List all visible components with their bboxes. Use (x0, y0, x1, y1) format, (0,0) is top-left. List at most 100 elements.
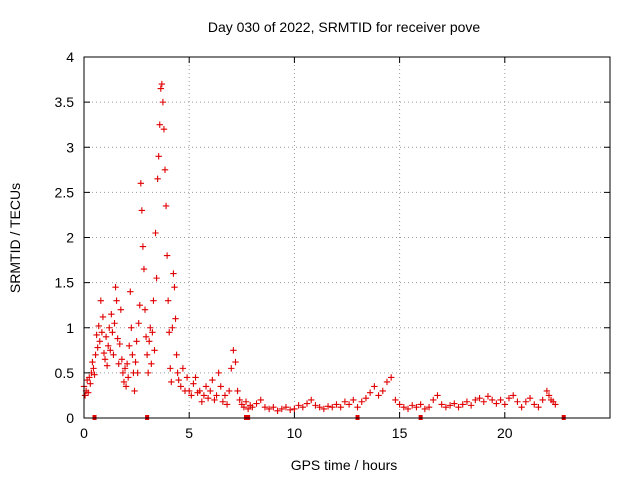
data-point-179 (476, 394, 483, 402)
data-point-171 (442, 403, 450, 411)
data-point-192 (531, 401, 538, 408)
data-point-97 (190, 380, 197, 387)
y-tick-label-1: 0.5 (55, 365, 75, 381)
data-point-26 (108, 311, 115, 318)
data-point-67 (151, 347, 158, 354)
data-point-131 (274, 407, 281, 414)
data-point-108 (213, 392, 220, 399)
data-point-199 (552, 401, 559, 408)
data-point-107 (211, 396, 218, 404)
data-point-152 (362, 394, 370, 402)
data-point-13 (94, 344, 101, 351)
data-point-62 (146, 338, 153, 345)
data-point-63 (147, 324, 154, 331)
data-point-188 (514, 398, 521, 405)
y-tick-label-5: 2.5 (55, 184, 75, 200)
data-point-41 (123, 360, 131, 368)
data-point-185 (501, 401, 508, 408)
data-point-22 (103, 362, 111, 369)
data-point-37 (119, 369, 127, 377)
data-point-48 (131, 387, 138, 395)
data-point-10 (91, 371, 98, 378)
data-point-103 (202, 383, 210, 390)
data-point-5 (86, 374, 93, 381)
data-point-89 (174, 369, 181, 377)
data-point-161 (400, 403, 408, 411)
data-point-184 (497, 396, 504, 404)
data-point-143 (324, 403, 332, 410)
data-point-195 (543, 387, 551, 395)
data-point-57 (140, 265, 148, 273)
data-point-56 (139, 243, 147, 250)
data-point-160 (396, 401, 403, 408)
data-point-84 (169, 324, 176, 331)
data-point-182 (488, 396, 496, 404)
data-point-159 (392, 396, 399, 404)
data-point-166 (421, 405, 429, 413)
data-point-110 (217, 383, 224, 390)
data-point-32 (114, 335, 121, 342)
data-point-83 (168, 378, 175, 386)
data-point-45 (128, 324, 135, 331)
data-point-134 (286, 406, 294, 414)
data-point-39 (121, 365, 129, 372)
data-point-173 (451, 400, 458, 407)
data-point-151 (358, 398, 365, 405)
data-point-114 (225, 387, 233, 395)
data-point-49 (132, 358, 139, 366)
data-point-60 (143, 351, 151, 359)
data-point-77 (161, 166, 169, 174)
data-point-181 (484, 393, 492, 400)
data-point-78 (162, 202, 170, 210)
data-point-117 (232, 358, 239, 366)
data-point-118 (234, 387, 241, 395)
data-point-68 (152, 229, 159, 237)
data-point-46 (129, 351, 136, 359)
data-point-98 (192, 374, 199, 381)
data-point-123 (244, 405, 252, 413)
data-point-147 (341, 398, 349, 405)
data-point-20 (101, 356, 109, 363)
data-point-112 (221, 392, 229, 399)
data-point-21 (102, 333, 110, 340)
data-point-153 (366, 389, 374, 396)
y-tick-label-3: 1.5 (55, 275, 75, 291)
data-point-155 (375, 392, 382, 399)
data-point-35 (117, 306, 125, 313)
data-point-122 (242, 398, 250, 405)
data-point-167 (425, 403, 433, 411)
data-point-34 (116, 340, 123, 348)
data-points (80, 80, 559, 414)
data-point-96 (188, 392, 195, 399)
y-axis-ticks: 0 0.5 1 1.5 2 2.5 3 3.5 4 (55, 49, 610, 426)
data-point-126 (253, 400, 260, 407)
x-tick-label-2: 10 (287, 425, 303, 441)
data-point-6 (87, 380, 94, 387)
data-point-17 (98, 329, 106, 336)
data-point-142 (320, 405, 328, 413)
x-tick-label-3: 15 (392, 425, 408, 441)
data-point-66 (150, 297, 157, 304)
data-point-72 (156, 121, 163, 128)
data-point-172 (446, 402, 454, 409)
data-point-133 (282, 403, 290, 411)
data-point-180 (480, 398, 487, 405)
x-axis-label: GPS time / hours (291, 457, 398, 473)
data-point-169 (434, 392, 441, 399)
data-point-129 (265, 405, 273, 413)
data-point-69 (153, 274, 160, 282)
data-point-4 (85, 389, 92, 396)
data-point-187 (510, 392, 517, 399)
data-point-87 (172, 315, 179, 322)
data-point-79 (163, 252, 171, 259)
data-point-102 (200, 392, 208, 399)
data-point-125 (249, 403, 256, 411)
data-point-82 (167, 365, 174, 372)
data-point-71 (155, 153, 162, 160)
data-point-156 (379, 387, 386, 395)
data-point-141 (316, 403, 323, 411)
y-tick-label-8: 4 (66, 49, 74, 65)
data-point-154 (371, 383, 378, 390)
data-point-137 (299, 403, 307, 411)
data-point-165 (417, 401, 424, 408)
